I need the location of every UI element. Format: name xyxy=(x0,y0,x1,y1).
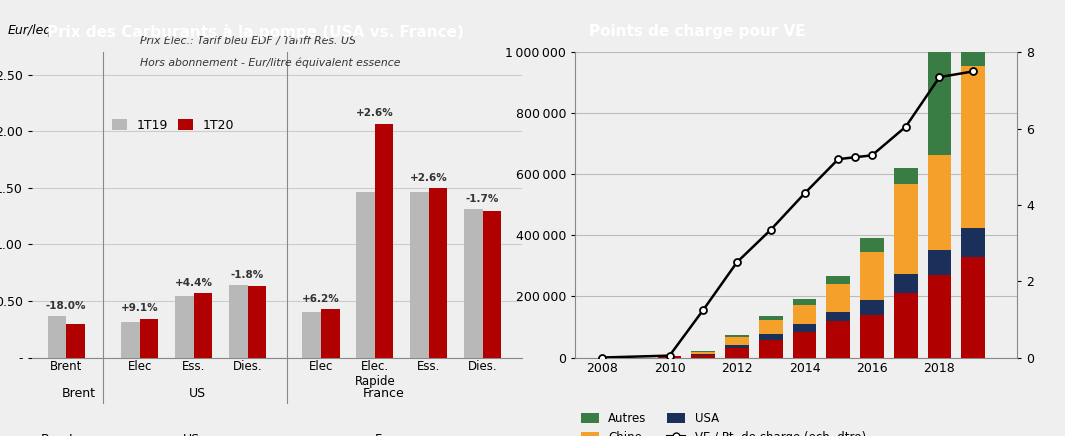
Bar xyxy=(194,293,212,358)
Legend: Autres, Chine, Europe, USA, VE / Pt. de charge (ech. dtre): Autres, Chine, Europe, USA, VE / Pt. de … xyxy=(581,412,866,436)
Bar xyxy=(826,284,850,312)
Text: Prix Elec.: Tarif bleu EDF / Tariff Res. US: Prix Elec.: Tarif bleu EDF / Tariff Res.… xyxy=(140,36,356,46)
Bar xyxy=(691,352,715,354)
Bar xyxy=(725,345,749,348)
Text: France: France xyxy=(362,387,405,400)
Text: US: US xyxy=(189,387,206,400)
Text: -18.0%: -18.0% xyxy=(46,301,86,311)
Text: Prix des Carburants à la pompe (USA vs. France): Prix des Carburants à la pompe (USA vs. … xyxy=(47,24,463,40)
Bar xyxy=(792,333,817,358)
Text: France: France xyxy=(374,433,416,436)
Text: Brent: Brent xyxy=(62,387,96,400)
Bar xyxy=(302,312,321,358)
Bar xyxy=(861,300,884,315)
Bar xyxy=(175,296,194,358)
Text: +2.6%: +2.6% xyxy=(410,173,447,183)
Bar xyxy=(861,238,884,252)
Bar xyxy=(321,309,340,358)
Bar xyxy=(691,355,715,358)
Bar xyxy=(792,299,817,305)
Bar xyxy=(725,337,749,345)
Bar xyxy=(375,123,393,358)
Text: Hors abonnement - Eur/litre équivalent essence: Hors abonnement - Eur/litre équivalent e… xyxy=(140,57,400,68)
Bar xyxy=(725,348,749,358)
Bar xyxy=(48,316,66,358)
Bar xyxy=(691,354,715,355)
Bar xyxy=(894,274,918,293)
Bar xyxy=(928,275,951,358)
Bar xyxy=(962,228,985,257)
Bar xyxy=(792,305,817,324)
Text: +4.4%: +4.4% xyxy=(175,278,213,288)
Bar xyxy=(792,324,817,333)
Bar xyxy=(658,357,682,358)
Bar xyxy=(759,320,783,334)
Bar xyxy=(725,335,749,337)
Bar xyxy=(229,285,247,358)
Bar xyxy=(691,351,715,352)
Bar xyxy=(410,192,429,358)
Bar xyxy=(962,66,985,228)
Text: +6.2%: +6.2% xyxy=(302,294,340,304)
Bar xyxy=(482,211,502,358)
Text: Points de charge pour VE: Points de charge pour VE xyxy=(589,24,806,39)
Bar xyxy=(826,276,850,284)
Text: US: US xyxy=(183,433,200,436)
Text: +2.6%: +2.6% xyxy=(356,109,394,119)
Text: +9.1%: +9.1% xyxy=(121,303,159,313)
Legend: 1T19, 1T20: 1T19, 1T20 xyxy=(106,113,240,136)
Bar xyxy=(894,293,918,358)
Bar xyxy=(826,312,850,321)
Text: Brent: Brent xyxy=(40,433,75,436)
Bar xyxy=(247,286,266,358)
Bar xyxy=(928,0,951,156)
Bar xyxy=(759,317,783,320)
Bar xyxy=(759,334,783,340)
Bar xyxy=(66,324,85,358)
Bar xyxy=(962,0,985,66)
Text: -1.7%: -1.7% xyxy=(466,194,499,204)
Bar xyxy=(861,315,884,358)
Text: Eur/leq: Eur/leq xyxy=(7,24,52,37)
Bar xyxy=(894,168,918,184)
Bar xyxy=(826,321,850,358)
Bar xyxy=(357,192,375,358)
Bar xyxy=(861,252,884,300)
Bar xyxy=(140,319,159,358)
Bar xyxy=(121,322,140,358)
Bar xyxy=(894,184,918,274)
Bar xyxy=(429,188,447,358)
Bar xyxy=(962,257,985,358)
Bar xyxy=(759,340,783,358)
Text: -1.8%: -1.8% xyxy=(231,269,264,279)
Bar xyxy=(928,156,951,250)
Bar xyxy=(928,250,951,275)
Bar xyxy=(464,209,482,358)
